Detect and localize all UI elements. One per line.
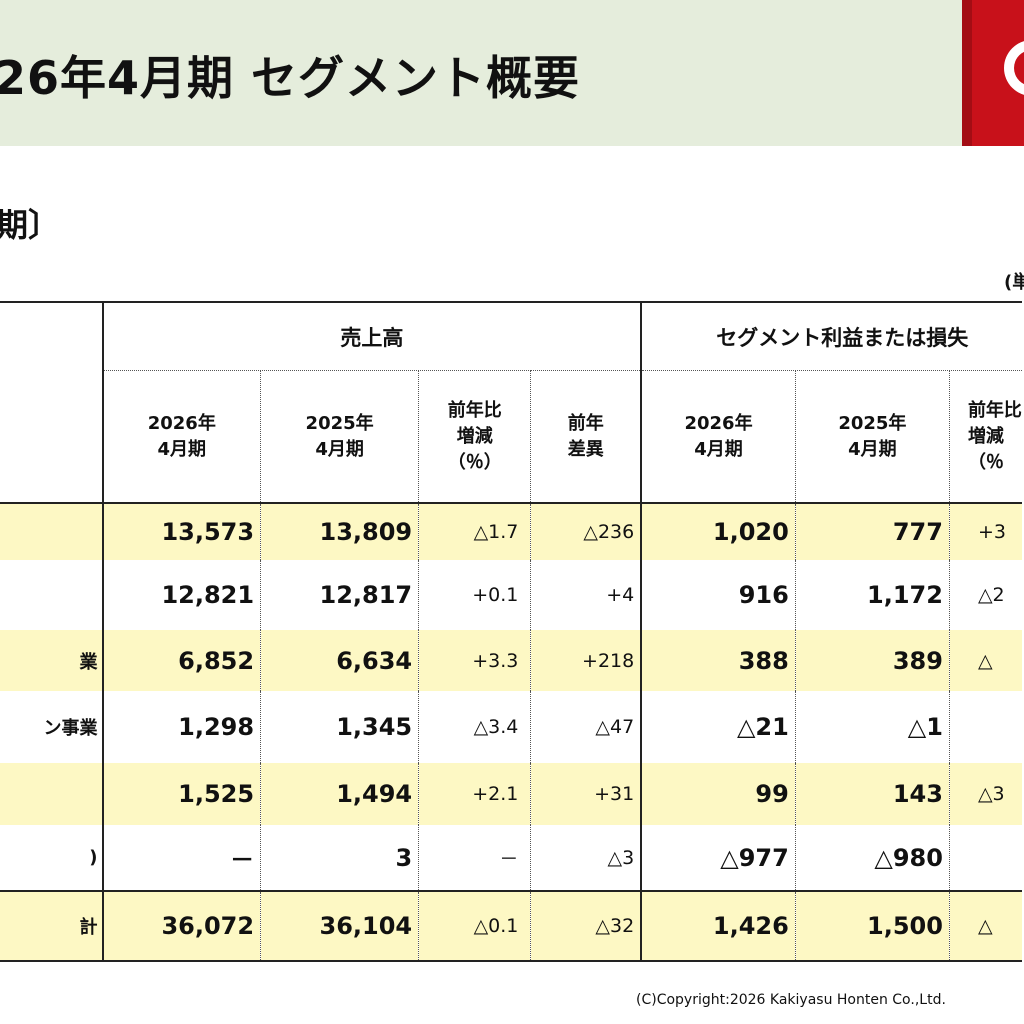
cell-profit-yoy bbox=[948, 825, 1022, 891]
row-label: 計 bbox=[0, 890, 103, 962]
cell-sales-yoy: +0.1 bbox=[418, 560, 531, 630]
col-header-profit-yoy-pct: 前年比 増減 （％ bbox=[948, 370, 1022, 504]
cell-profit-2026: 1,020 bbox=[640, 503, 796, 560]
col-header-sales-diff: 前年 差異 bbox=[530, 370, 642, 504]
title-bar: 26年4月期 セグメント概要 bbox=[0, 0, 962, 146]
cell-sales-diff: +31 bbox=[530, 763, 642, 825]
row-label: ン事業 bbox=[43, 718, 98, 739]
cell-sales-yoy: +3.3 bbox=[418, 630, 531, 691]
logo-mark-icon bbox=[1004, 40, 1024, 96]
cell-sales-2026: 1,525 bbox=[101, 763, 261, 825]
cell-profit-2025: 143 bbox=[794, 763, 950, 825]
header-corner-bottom bbox=[0, 370, 103, 504]
cell-profit-2026: △21 bbox=[640, 691, 796, 763]
cell-sales-2025: 1,345 bbox=[260, 691, 419, 763]
cell-sales-2025: 13,809 bbox=[260, 503, 419, 560]
cell-sales-diff: △236 bbox=[530, 503, 642, 560]
logo-stripe bbox=[962, 0, 972, 146]
cell-profit-2026: 99 bbox=[640, 763, 796, 825]
table-row: ) － 3 － △3 △977 △980 bbox=[0, 825, 1022, 891]
company-logo bbox=[962, 0, 1024, 146]
copyright-footer: (C)Copyright:2026 Kakiyasu Honten Co.,Lt… bbox=[636, 992, 946, 1008]
cell-sales-2026: 36,072 bbox=[101, 890, 261, 962]
cell-profit-2026: 916 bbox=[640, 560, 796, 630]
cell-profit-2026: 388 bbox=[640, 630, 796, 691]
header-corner-top bbox=[0, 301, 103, 371]
cell-profit-yoy: △ bbox=[948, 630, 1022, 691]
row-label bbox=[0, 560, 103, 630]
segment-table: 売上高 セグメント利益または損失 2026年 4月期 2025年 4月期 前年比 増減… bbox=[0, 301, 1022, 962]
col-header-sales-2026: 2026年 4月期 bbox=[101, 370, 261, 504]
table-row: 1,525 1,494 +2.1 +31 99 143 △3 bbox=[0, 763, 1022, 825]
cell-profit-2026: 1,426 bbox=[640, 890, 796, 962]
cell-sales-yoy: △3.4 bbox=[418, 691, 531, 763]
cell-sales-2025: 3 bbox=[260, 825, 419, 891]
row-label: 業 bbox=[0, 630, 103, 691]
col-header-sales-2025: 2025年 4月期 bbox=[260, 370, 419, 504]
table-row: 12,821 12,817 +0.1 +4 916 1,172 △2 bbox=[0, 560, 1022, 630]
cell-sales-yoy: +2.1 bbox=[418, 763, 531, 825]
cell-profit-2026: △977 bbox=[640, 825, 796, 891]
row-label bbox=[0, 763, 103, 825]
cell-sales-yoy: － bbox=[418, 825, 531, 891]
cell-profit-2025: △980 bbox=[794, 825, 950, 891]
cell-profit-2025: 1,172 bbox=[794, 560, 950, 630]
cell-profit-2025: △1 bbox=[794, 691, 950, 763]
cell-profit-yoy bbox=[948, 691, 1022, 763]
cell-profit-2025: 389 bbox=[794, 630, 950, 691]
table-row: 13,573 13,809 △1.7 △236 1,020 777 +3 bbox=[0, 503, 1022, 560]
cell-sales-2025: 12,817 bbox=[260, 560, 419, 630]
cell-sales-diff: △47 bbox=[530, 691, 642, 763]
group-header-sales: 売上高 bbox=[101, 301, 642, 371]
cell-sales-2025: 36,104 bbox=[260, 890, 419, 962]
cell-profit-yoy: △ bbox=[948, 890, 1022, 962]
cell-sales-diff: +218 bbox=[530, 630, 642, 691]
cell-sales-2026: 13,573 bbox=[101, 503, 261, 560]
col-header-sales-yoy-pct: 前年比 増減 （％） bbox=[418, 370, 531, 504]
cell-sales-2026: 6,852 bbox=[101, 630, 261, 691]
col-header-profit-2026: 2026年 4月期 bbox=[640, 370, 796, 504]
cell-sales-2026: 12,821 bbox=[101, 560, 261, 630]
page-title: 26年4月期 セグメント概要 bbox=[0, 51, 581, 105]
cell-sales-diff: △32 bbox=[530, 890, 642, 962]
table-row: 業 6,852 6,634 +3.3 +218 388 389 △ bbox=[0, 630, 1022, 691]
cell-sales-2026: 1,298 bbox=[101, 691, 261, 763]
cell-profit-2025: 1,500 bbox=[794, 890, 950, 962]
cell-profit-2025: 777 bbox=[794, 503, 950, 560]
cell-sales-diff: △3 bbox=[530, 825, 642, 891]
cell-profit-yoy: +3 bbox=[948, 503, 1022, 560]
cell-sales-2025: 6,634 bbox=[260, 630, 419, 691]
cell-sales-2025: 1,494 bbox=[260, 763, 419, 825]
cell-profit-yoy: △3 bbox=[948, 763, 1022, 825]
unit-note: (単 bbox=[1004, 272, 1024, 293]
row-label: ) bbox=[89, 847, 98, 868]
cell-sales-2026: － bbox=[101, 825, 261, 891]
row-label bbox=[0, 503, 103, 560]
cell-profit-yoy: △2 bbox=[948, 560, 1022, 630]
cell-sales-diff: +4 bbox=[530, 560, 642, 630]
cell-sales-yoy: △1.7 bbox=[418, 503, 531, 560]
group-header-profit: セグメント利益または損失 bbox=[640, 301, 1022, 371]
table-row-total: 計 36,072 36,104 △0.1 △32 1,426 1,500 △ bbox=[0, 890, 1022, 962]
cell-sales-yoy: △0.1 bbox=[418, 890, 531, 962]
col-header-profit-2025: 2025年 4月期 bbox=[794, 370, 950, 504]
table-row: ン事業 1,298 1,345 △3.4 △47 △21 △1 bbox=[0, 691, 1022, 763]
section-heading: 期〕 bbox=[0, 206, 61, 244]
